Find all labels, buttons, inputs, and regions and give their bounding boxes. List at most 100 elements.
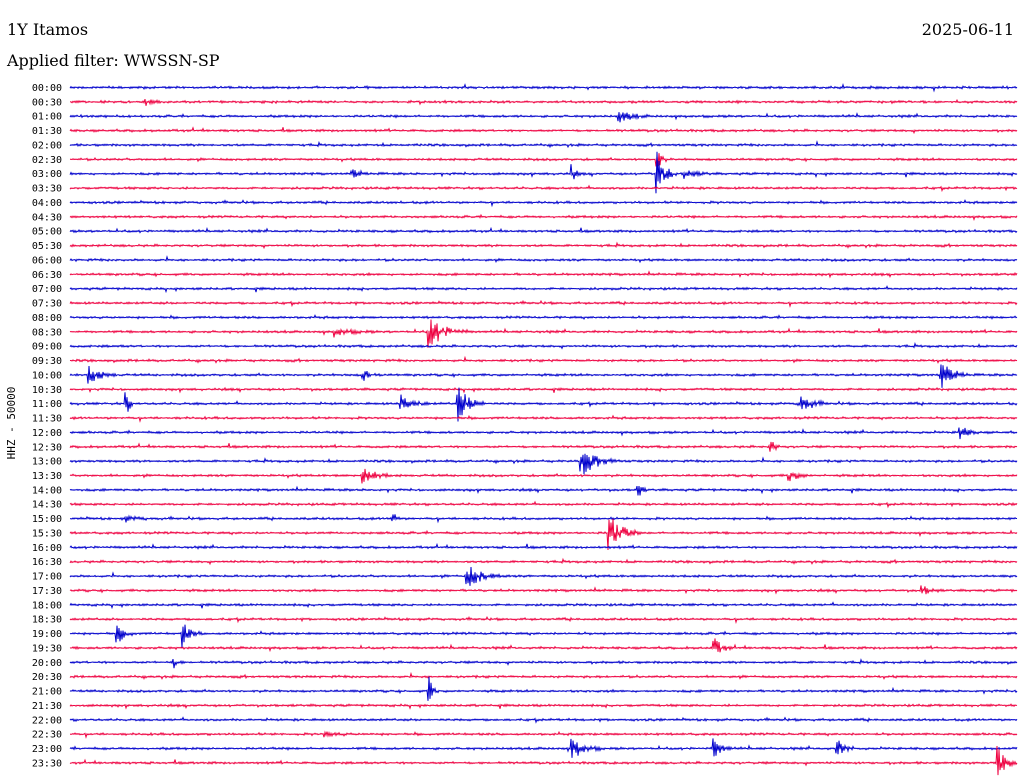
time-label: 10:30 <box>32 385 62 396</box>
seismic-trace <box>69 112 1018 123</box>
seismic-trace <box>69 314 1018 321</box>
seismic-trace <box>69 151 1018 194</box>
seismic-trace <box>69 213 1018 222</box>
seismic-trace <box>69 566 1018 586</box>
seismic-trace <box>69 585 1018 595</box>
time-label: 13:00 <box>32 457 62 468</box>
time-label: 17:30 <box>32 586 62 597</box>
time-label: 21:00 <box>32 687 62 698</box>
seismic-trace <box>69 364 1018 388</box>
time-label: 00:00 <box>32 83 62 94</box>
seismic-trace <box>69 427 1018 440</box>
time-label: 15:30 <box>32 528 62 539</box>
time-label: 11:00 <box>32 399 62 410</box>
seismic-trace <box>69 745 1018 776</box>
seismic-trace <box>69 184 1018 193</box>
time-label: 16:30 <box>32 557 62 568</box>
seismic-trace <box>69 557 1018 566</box>
seismic-trace <box>69 542 1018 550</box>
time-label: 17:00 <box>32 572 62 583</box>
seismic-trace <box>69 624 1018 648</box>
y-axis-label: HHZ - 50000 <box>5 387 18 460</box>
seismic-trace <box>69 226 1018 234</box>
time-label: 12:00 <box>32 428 62 439</box>
seismic-trace <box>69 671 1018 680</box>
seismic-trace <box>69 500 1018 509</box>
time-label: 01:00 <box>32 112 62 123</box>
time-label: 11:30 <box>32 414 62 425</box>
time-label: 18:00 <box>32 600 62 611</box>
time-label: 14:30 <box>32 500 62 511</box>
seismic-trace <box>69 738 1018 758</box>
time-label: 08:00 <box>32 313 62 324</box>
seismic-trace <box>69 658 1018 669</box>
time-label: 04:00 <box>32 198 62 209</box>
seismic-trace <box>69 716 1018 724</box>
seismic-trace <box>69 514 1018 524</box>
seismic-trace <box>69 319 1018 348</box>
time-label: 09:00 <box>32 342 62 353</box>
time-label: 08:30 <box>32 327 62 338</box>
filter-label: Applied filter: WWSSN-SP <box>7 51 220 70</box>
time-label: 22:30 <box>32 730 62 741</box>
seismic-trace <box>69 730 1018 739</box>
seismic-trace <box>69 485 1018 496</box>
time-label: 03:30 <box>32 184 62 195</box>
time-label: 07:30 <box>32 299 62 310</box>
seismic-trace <box>69 241 1018 250</box>
time-label: 22:00 <box>32 715 62 726</box>
seismic-trace <box>69 414 1018 423</box>
seismic-trace <box>69 83 1018 93</box>
seismic-trace <box>69 98 1018 106</box>
time-labels-group: 00:00 00:30 01:00 01:30 02:00 02:30 03:00 03:30… <box>32 83 62 769</box>
time-label: 19:00 <box>32 629 62 640</box>
time-label: 18:30 <box>32 615 62 626</box>
time-label: 13:30 <box>32 471 62 482</box>
seismic-trace <box>69 638 1018 653</box>
seismic-trace <box>69 387 1018 422</box>
date-label: 2025-06-11 <box>921 20 1014 39</box>
seismic-trace <box>69 255 1018 264</box>
time-label: 00:30 <box>32 97 62 108</box>
seismic-trace <box>69 140 1018 149</box>
seismic-trace <box>69 676 1018 701</box>
seismic-trace <box>69 702 1018 710</box>
time-label: 04:30 <box>32 212 62 223</box>
seismic-trace <box>69 153 1018 167</box>
station-title: 1Y Itamos <box>7 20 89 39</box>
seismic-trace <box>69 615 1018 625</box>
time-label: 02:00 <box>32 140 62 151</box>
seismic-trace <box>69 355 1018 364</box>
time-label: 16:00 <box>32 543 62 554</box>
seismic-trace <box>69 126 1018 135</box>
seismic-trace <box>69 468 1018 484</box>
time-label: 03:00 <box>32 169 62 180</box>
seismic-trace <box>69 285 1018 294</box>
time-label: 02:30 <box>32 155 62 166</box>
seismic-trace <box>69 441 1018 452</box>
seismic-trace <box>69 270 1018 279</box>
time-label: 05:30 <box>32 241 62 252</box>
time-label: 06:30 <box>32 270 62 281</box>
time-label: 20:00 <box>32 658 62 669</box>
time-label: 23:30 <box>32 758 62 769</box>
time-label: 14:00 <box>32 485 62 496</box>
seismic-trace <box>69 199 1018 208</box>
time-label: 12:30 <box>32 442 62 453</box>
seismic-trace <box>69 601 1018 610</box>
time-label: 15:00 <box>32 514 62 525</box>
time-label: 10:00 <box>32 370 62 381</box>
seismic-trace <box>69 342 1018 350</box>
time-label: 05:00 <box>32 227 62 238</box>
time-label: 21:30 <box>32 701 62 712</box>
seismic-trace <box>69 299 1018 308</box>
time-label: 06:00 <box>32 255 62 266</box>
time-label: 23:00 <box>32 744 62 755</box>
time-label: 19:30 <box>32 643 62 654</box>
seismic-trace <box>69 518 1018 551</box>
time-label: 01:30 <box>32 126 62 137</box>
seismic-trace <box>69 453 1018 475</box>
traces-group <box>69 83 1018 776</box>
time-label: 07:00 <box>32 284 62 295</box>
